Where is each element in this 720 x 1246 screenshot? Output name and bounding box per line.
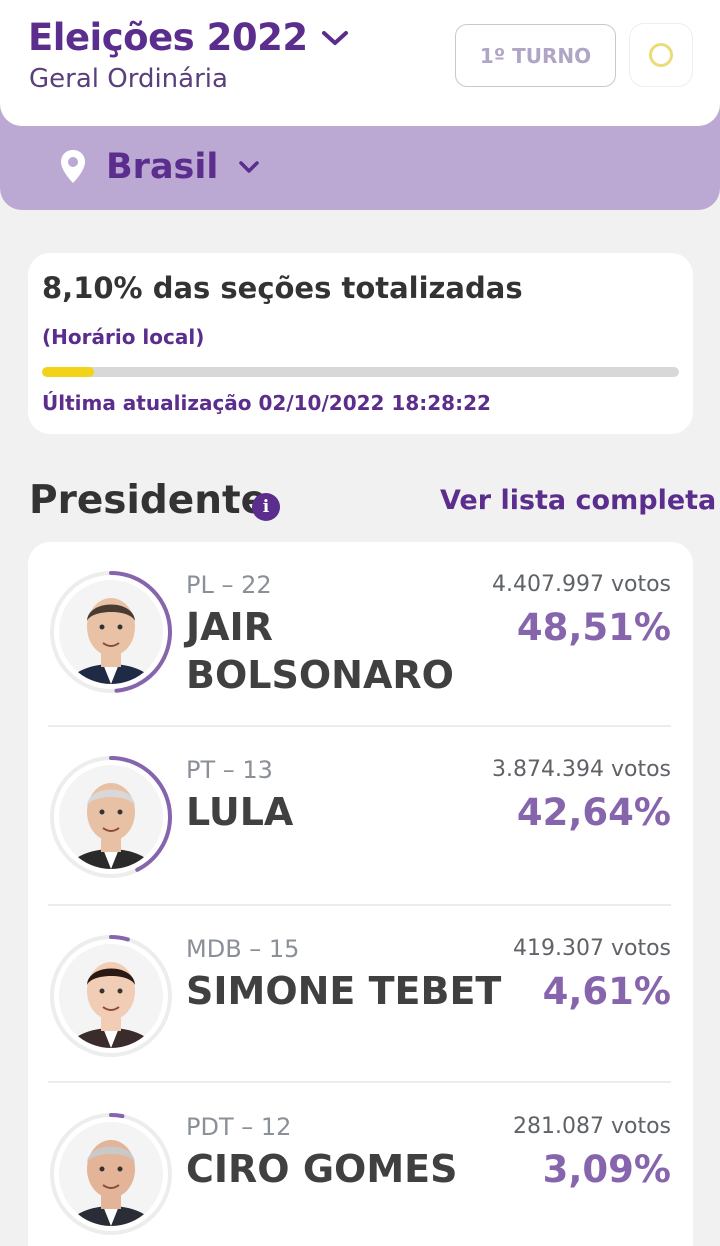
row-divider bbox=[48, 725, 671, 727]
progress-card: 8,10% das seções totalizadas (Horário lo… bbox=[28, 253, 693, 434]
location-selector[interactable]: Brasil bbox=[60, 147, 260, 187]
candidate-percent: 48,51% bbox=[516, 606, 671, 649]
candidate-votes: 3.874.394 votos bbox=[492, 757, 671, 782]
election-selector[interactable]: Eleições 2022 bbox=[28, 16, 350, 59]
info-icon[interactable]: i bbox=[252, 493, 280, 521]
candidate-name: SIMONE TEBET bbox=[186, 967, 501, 1015]
candidate-name: LULA bbox=[186, 788, 293, 836]
local-time-label: (Horário local) bbox=[42, 325, 205, 349]
candidate-votes: 281.087 votos bbox=[513, 1114, 671, 1139]
candidate-percent: 3,09% bbox=[542, 1148, 671, 1191]
candidate-name: CIRO GOMES bbox=[186, 1145, 457, 1193]
candidate-avatar bbox=[48, 933, 174, 1059]
election-subtitle: Geral Ordinária bbox=[29, 64, 228, 94]
theme-toggle-button[interactable] bbox=[630, 24, 692, 86]
candidate-name-line: CIRO GOMES bbox=[186, 1147, 458, 1191]
header-card: Eleições 2022 Geral Ordinária 1º TURNO bbox=[0, 0, 720, 126]
candidate-name-line: JAIR bbox=[186, 605, 273, 649]
row-divider bbox=[48, 904, 671, 906]
location-pin-icon bbox=[60, 149, 86, 185]
candidate-votes: 4.407.997 votos bbox=[492, 572, 671, 597]
chevron-down-icon bbox=[320, 23, 350, 53]
candidate-party: PDT – 12 bbox=[186, 1113, 292, 1141]
sections-percent-text: 8,10% das seções totalizadas bbox=[42, 271, 523, 305]
candidate-list: PL – 22 JAIR BOLSONARO 4.407.997 votos 48,51… bbox=[28, 542, 693, 1246]
turno-button[interactable]: 1º TURNO bbox=[455, 24, 616, 87]
candidate-name: JAIR BOLSONARO bbox=[186, 603, 454, 699]
candidate-votes: 419.307 votos bbox=[513, 936, 671, 961]
page-title: Eleições 2022 bbox=[28, 16, 308, 59]
candidate-party: MDB – 15 bbox=[186, 935, 300, 963]
progress-bar-fill bbox=[42, 367, 94, 377]
candidate-avatar bbox=[48, 569, 174, 695]
section-title: Presidente bbox=[29, 478, 268, 523]
candidate-party: PL – 22 bbox=[186, 571, 272, 599]
see-full-list-link[interactable]: Ver lista completa bbox=[440, 485, 717, 516]
candidate-party: PT – 13 bbox=[186, 756, 273, 784]
candidate-avatar bbox=[48, 1111, 174, 1237]
progress-bar bbox=[42, 367, 679, 377]
candidate-percent: 4,61% bbox=[542, 970, 671, 1013]
row-divider bbox=[48, 1081, 671, 1083]
candidate-avatar bbox=[48, 754, 174, 880]
candidate-percent: 42,64% bbox=[516, 791, 671, 834]
last-update-text: Última atualização 02/10/2022 18:28:22 bbox=[42, 391, 491, 415]
candidate-name-line: LULA bbox=[186, 790, 294, 834]
chevron-down-icon bbox=[238, 156, 260, 178]
candidate-name-line: BOLSONARO bbox=[186, 653, 454, 697]
candidate-name-line: SIMONE TEBET bbox=[186, 969, 502, 1013]
location-name: Brasil bbox=[106, 147, 219, 187]
theme-circle-icon bbox=[649, 43, 673, 67]
